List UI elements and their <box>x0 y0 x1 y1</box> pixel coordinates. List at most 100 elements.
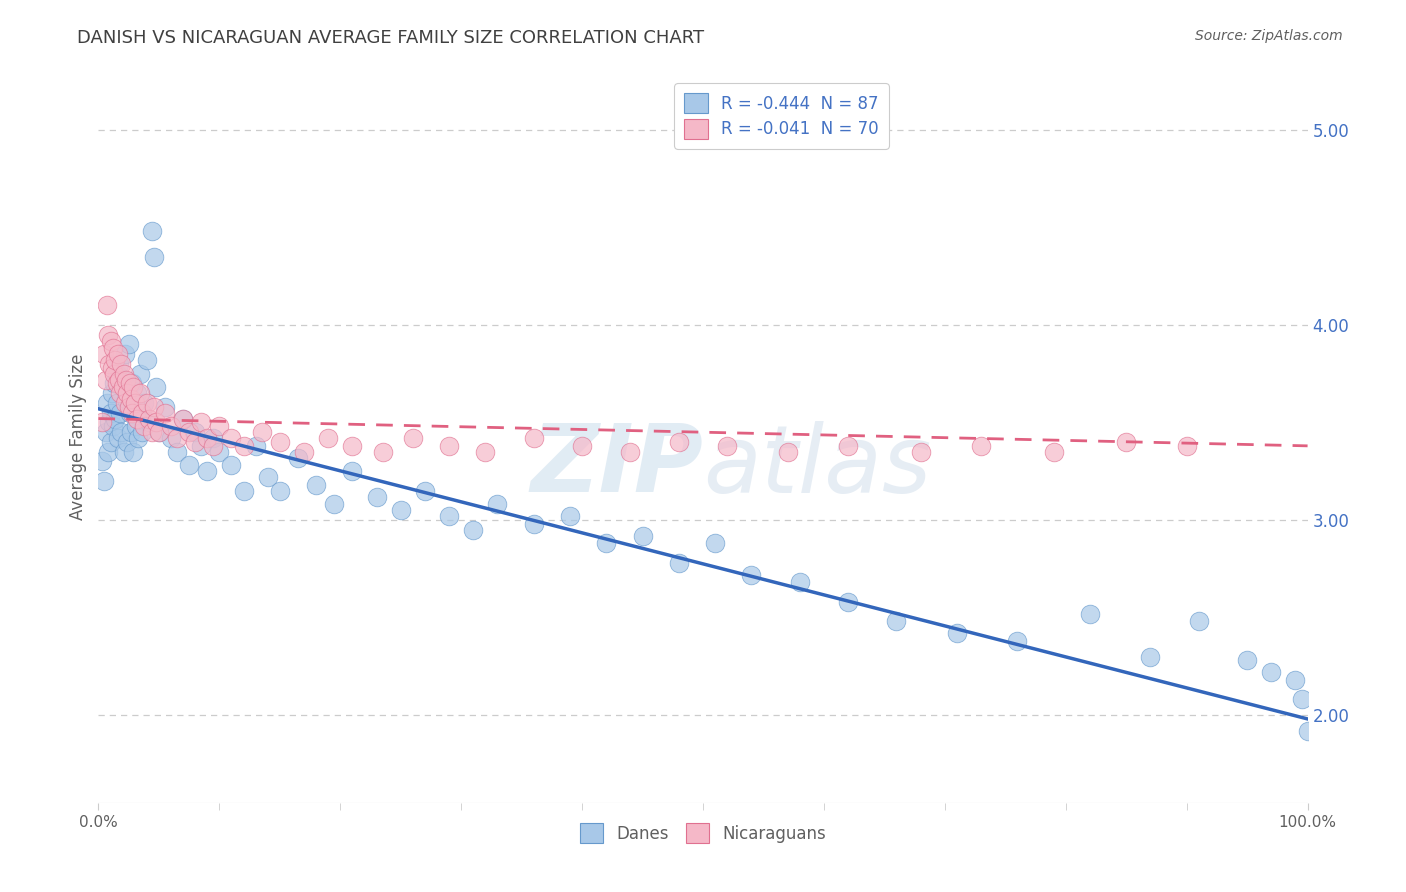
Point <box>117 434 139 449</box>
Point <box>118 400 141 414</box>
Point <box>143 250 166 264</box>
Point <box>221 458 243 473</box>
Point <box>1188 615 1211 629</box>
Point <box>100 386 122 401</box>
Point <box>131 425 153 440</box>
Point <box>107 347 129 361</box>
Point <box>160 419 183 434</box>
Point <box>250 425 273 440</box>
Point <box>595 536 617 550</box>
Point <box>104 353 127 368</box>
Point <box>112 444 135 458</box>
Point <box>1260 665 1282 679</box>
Point <box>776 444 799 458</box>
Point <box>101 419 124 434</box>
Point <box>1284 673 1306 687</box>
Point <box>437 439 460 453</box>
Point <box>91 454 114 468</box>
Point <box>316 431 339 445</box>
Point <box>256 470 278 484</box>
Point <box>111 372 134 386</box>
Point <box>118 376 141 391</box>
Point <box>110 357 132 371</box>
Point <box>371 444 394 458</box>
Point <box>184 434 207 449</box>
Point <box>837 595 859 609</box>
Point <box>166 444 188 458</box>
Point <box>103 376 125 391</box>
Point <box>558 509 581 524</box>
Point <box>103 367 125 381</box>
Point <box>1007 634 1029 648</box>
Point <box>94 425 117 440</box>
Point <box>98 357 121 371</box>
Point <box>202 431 225 445</box>
Legend: Danes, Nicaraguans: Danes, Nicaraguans <box>574 817 832 849</box>
Point <box>195 431 218 445</box>
Point <box>619 444 641 458</box>
Point <box>138 411 160 425</box>
Point <box>97 327 120 342</box>
Point <box>153 406 176 420</box>
Point <box>305 478 328 492</box>
Point <box>138 416 160 430</box>
Point <box>97 444 120 458</box>
Text: Source: ZipAtlas.com: Source: ZipAtlas.com <box>1195 29 1343 43</box>
Point <box>195 464 218 478</box>
Point <box>704 536 727 550</box>
Point <box>122 380 145 394</box>
Point <box>190 416 212 430</box>
Point <box>93 347 115 361</box>
Point <box>127 431 149 445</box>
Point <box>128 367 150 381</box>
Point <box>946 626 969 640</box>
Point <box>366 490 388 504</box>
Point <box>118 337 141 351</box>
Point <box>166 431 188 445</box>
Point <box>141 224 163 238</box>
Point <box>1291 692 1313 706</box>
Point <box>837 439 859 453</box>
Point <box>269 434 291 449</box>
Point <box>221 431 243 445</box>
Point <box>96 298 118 312</box>
Point <box>323 497 346 511</box>
Point <box>523 431 546 445</box>
Point <box>120 425 142 440</box>
Point <box>93 474 115 488</box>
Point <box>114 347 136 361</box>
Point <box>127 411 149 425</box>
Point <box>208 444 231 458</box>
Point <box>1175 439 1198 453</box>
Point <box>342 439 364 453</box>
Point <box>342 464 364 478</box>
Point <box>115 392 138 406</box>
Point <box>269 483 291 498</box>
Point <box>179 425 201 440</box>
Point <box>523 516 546 531</box>
Point <box>1139 649 1161 664</box>
Point <box>105 367 128 381</box>
Point <box>111 380 134 394</box>
Point <box>208 419 231 434</box>
Point <box>232 483 254 498</box>
Point <box>148 425 170 440</box>
Point <box>886 615 908 629</box>
Point <box>98 416 121 430</box>
Point <box>184 425 207 440</box>
Point <box>716 439 738 453</box>
Point <box>101 342 124 356</box>
Point <box>117 386 139 401</box>
Point <box>131 406 153 420</box>
Point <box>100 360 122 375</box>
Point <box>486 497 509 511</box>
Point <box>1078 607 1101 621</box>
Point <box>1296 723 1319 738</box>
Text: DANISH VS NICARAGUAN AVERAGE FAMILY SIZE CORRELATION CHART: DANISH VS NICARAGUAN AVERAGE FAMILY SIZE… <box>77 29 704 46</box>
Point <box>668 434 690 449</box>
Point <box>96 396 118 410</box>
Point <box>145 416 167 430</box>
Point <box>115 372 138 386</box>
Point <box>437 509 460 524</box>
Point <box>108 357 131 371</box>
